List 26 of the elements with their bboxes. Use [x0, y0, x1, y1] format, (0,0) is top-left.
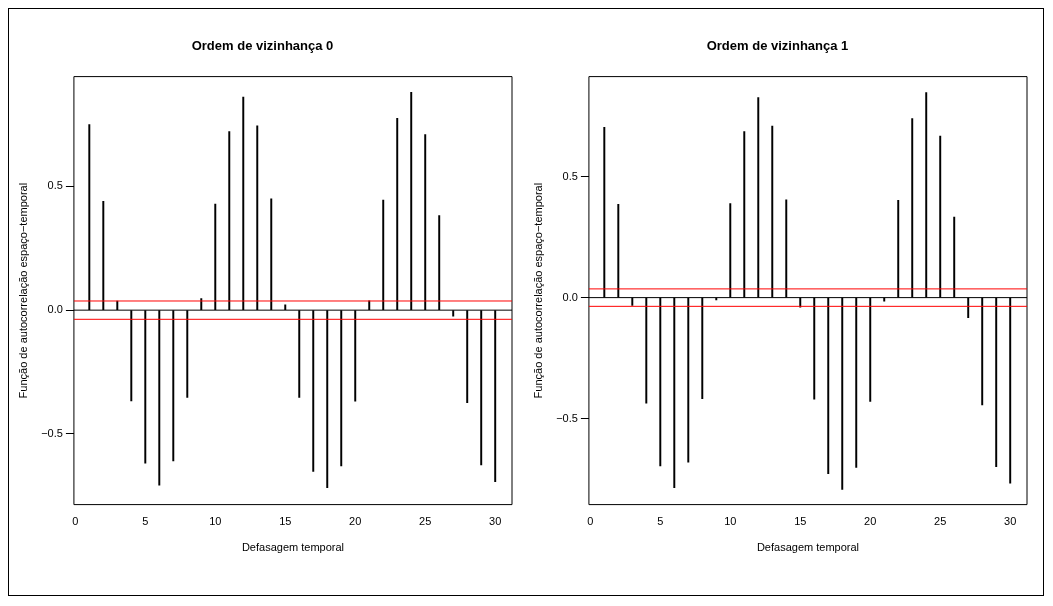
x-axis-title: Defasagem temporal: [241, 541, 345, 554]
chart-title: Ordem de vizinhança 0: [191, 38, 334, 54]
x-tick-label: 20: [864, 515, 877, 528]
x-tick-label: 5: [142, 515, 149, 528]
x-tick-label: 25: [419, 515, 432, 528]
chart-title: Ordem de vizinhança 1: [706, 38, 849, 54]
x-tick-label: 0: [587, 515, 594, 528]
x-tick-label: 10: [209, 515, 222, 528]
x-tick-label: 5: [657, 515, 664, 528]
x-tick-label: 15: [279, 515, 292, 528]
x-tick-label: 10: [724, 515, 737, 528]
y-tick-label: 0.5: [562, 169, 578, 182]
x-tick-label: 30: [1004, 515, 1017, 528]
x-tick-label: 0: [72, 515, 79, 528]
y-tick-label: −0.5: [556, 411, 578, 424]
x-tick-label: 30: [489, 515, 502, 528]
y-tick-label: 0.5: [47, 179, 63, 192]
y-tick-label: −0.5: [41, 426, 63, 439]
x-tick-label: 20: [349, 515, 362, 528]
y-axis-title: Função de autocorrelação espaço−temporal: [16, 182, 29, 399]
y-tick-label: 0.0: [47, 303, 63, 316]
x-tick-label: 15: [794, 515, 807, 528]
x-tick-label: 25: [934, 515, 947, 528]
x-axis-title: Defasagem temporal: [756, 541, 860, 554]
y-axis-title: Função de autocorrelação espaço−temporal: [531, 182, 544, 399]
y-tick-label: 0.0: [562, 290, 578, 303]
